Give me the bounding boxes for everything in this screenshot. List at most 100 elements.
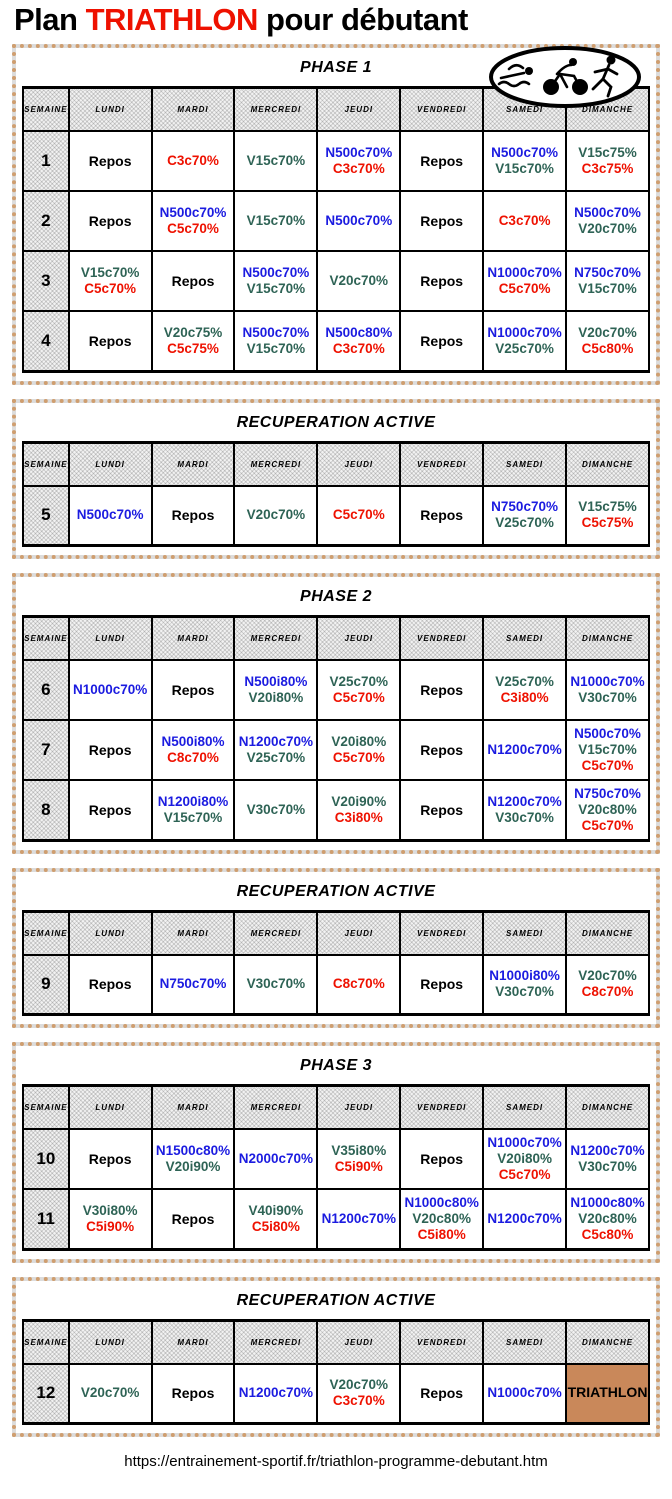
run-activity: C3i80% bbox=[500, 690, 549, 705]
bike-activity: V30c70% bbox=[578, 690, 637, 705]
header-row: SEMAINE LUNDI MARDI MERCREDI JEUDI VENDREDI SA… bbox=[22, 86, 650, 132]
bike-activity: V30c70% bbox=[246, 976, 306, 992]
day-cell-mardi: N500c70% C5c70% bbox=[150, 190, 236, 252]
run-activity: C8c70% bbox=[332, 976, 385, 992]
source-url[interactable]: https://entrainement-sportif.fr/triathlo… bbox=[124, 1453, 548, 1470]
bike-activity: V20i90% bbox=[331, 793, 387, 809]
swim-activity: N1000c70% bbox=[487, 1135, 562, 1150]
swim-activity: N1200c70% bbox=[238, 734, 314, 749]
day-cell-vendredi: Repos bbox=[399, 484, 485, 547]
week-number: 7 bbox=[22, 719, 70, 781]
week-number: 11 bbox=[22, 1188, 70, 1251]
section-title: PHASE 3 bbox=[300, 1057, 372, 1074]
run-activity: C5c70% bbox=[332, 750, 385, 765]
day-cell-samedi: N1000c70% V25c70% bbox=[482, 310, 568, 373]
section-phase-1-1: PHASE 1 SEMAINE LUNDI MARDI MERCREDI JEUDI VEN… bbox=[12, 44, 660, 385]
day-cell-vendredi: Repos bbox=[399, 659, 485, 721]
week-number: 9 bbox=[22, 953, 70, 1016]
column-header-semaine: SEMAINE bbox=[22, 440, 70, 487]
bike-activity: V20c80% bbox=[578, 1210, 637, 1226]
bike-activity: V15c75% bbox=[578, 499, 637, 515]
week-number: 8 bbox=[22, 779, 70, 842]
run-activity: C5c70% bbox=[581, 758, 634, 773]
run-activity: C3i80% bbox=[334, 809, 383, 825]
run-activity: C5c70% bbox=[581, 817, 634, 833]
run-activity: C5i90% bbox=[334, 1159, 383, 1174]
bike-activity: V15c70% bbox=[578, 281, 637, 296]
swim-activity: N500c70% bbox=[159, 205, 227, 220]
day-cell-lundi: Repos bbox=[67, 779, 153, 842]
swim-activity: N500c70% bbox=[76, 507, 144, 523]
swim-activity: N2000c70% bbox=[238, 1151, 314, 1166]
rest-label: Repos bbox=[171, 507, 215, 524]
bike-activity: V15c70% bbox=[578, 742, 637, 757]
day-cell-mardi: N750c70% bbox=[150, 953, 236, 1016]
day-cell-samedi: V25c70% C3i80% bbox=[482, 659, 568, 721]
day-cell-dimanche: V15c75% C3c75% bbox=[565, 130, 650, 192]
column-header-samedi: SAMEDI bbox=[482, 909, 568, 956]
week-row-4: 4 Repos V20c75% C5c75% N500c70% V15c70% N500c8… bbox=[22, 310, 650, 373]
day-cell-vendredi: Repos bbox=[399, 719, 485, 781]
run-activity: C3c70% bbox=[332, 161, 385, 176]
bike-activity: V20c80% bbox=[578, 801, 637, 817]
column-header-vendredi: VENDREDI bbox=[399, 1318, 485, 1365]
swim-activity: N500c70% bbox=[574, 205, 641, 220]
bike-activity: V20i80% bbox=[331, 734, 387, 749]
footer: https://entrainement-sportif.fr/triathlo… bbox=[0, 1453, 672, 1470]
day-cell-jeudi: V20i80% C5c70% bbox=[316, 719, 402, 781]
column-header-samedi: SAMEDI bbox=[482, 1084, 568, 1130]
swim-activity: N1000c80% bbox=[404, 1194, 479, 1210]
section-phase-2-3: PHASE 2 SEMAINE LUNDI MARDI MERCREDI JEUDI VEN… bbox=[12, 573, 660, 854]
page-title-part2: pour débutant bbox=[257, 2, 468, 37]
column-header-lundi: LUNDI bbox=[67, 615, 153, 661]
section-recuperation-active-6: RECUPERATION ACTIVE SEMAINE LUNDI MARDI MERC… bbox=[12, 1276, 660, 1437]
rest-label: Repos bbox=[420, 332, 464, 349]
run-activity: C8c70% bbox=[581, 984, 634, 1000]
swim-activity: N500c70% bbox=[242, 324, 310, 340]
column-header-semaine: SEMAINE bbox=[22, 615, 70, 661]
bike-activity: V15c75% bbox=[578, 145, 637, 160]
column-header-jeudi: JEUDI bbox=[316, 909, 402, 956]
header-row: SEMAINE LUNDI MARDI MERCREDI JEUDI VENDREDI SA… bbox=[22, 1318, 650, 1365]
rest-label: Repos bbox=[420, 153, 464, 169]
swim-activity: N500c80% bbox=[325, 324, 393, 340]
day-cell-mercredi: N500i80% V20i80% bbox=[233, 659, 319, 721]
column-header-semaine: SEMAINE bbox=[22, 1318, 70, 1365]
rest-label: Repos bbox=[171, 1385, 215, 1402]
bike-activity: V20c70% bbox=[578, 968, 637, 984]
day-cell-mercredi: V30c70% bbox=[233, 779, 319, 842]
week-row-5: 5 N500c70% Repos V20c70% C5c70% Repos N750c70%… bbox=[22, 484, 650, 547]
run-activity: C5c70% bbox=[332, 507, 385, 523]
column-header-jeudi: JEUDI bbox=[316, 86, 402, 132]
column-header-dimanche: DIMANCHE bbox=[565, 1318, 650, 1365]
column-header-mardi: MARDI bbox=[150, 1318, 236, 1365]
column-header-jeudi: JEUDI bbox=[316, 1084, 402, 1130]
swim-activity: N500c70% bbox=[325, 213, 393, 228]
plan-table: SEMAINE LUNDI MARDI MERCREDI JEUDI VENDREDI SA… bbox=[22, 440, 650, 547]
column-header-samedi: SAMEDI bbox=[482, 1318, 568, 1365]
run-activity: C3c70% bbox=[167, 153, 219, 168]
day-cell-lundi: V30i80% C5i90% bbox=[67, 1188, 153, 1251]
swim-activity: N1000c70% bbox=[487, 324, 562, 340]
week-number: 1 bbox=[22, 130, 70, 192]
column-header-vendredi: VENDREDI bbox=[399, 86, 485, 132]
bike-activity: V15c70% bbox=[163, 809, 223, 825]
swim-activity: N500i80% bbox=[161, 734, 225, 749]
swim-activity: N500c70% bbox=[325, 145, 393, 160]
column-header-lundi: LUNDI bbox=[67, 1084, 153, 1130]
day-cell-lundi: Repos bbox=[67, 190, 153, 252]
column-header-mardi: MARDI bbox=[150, 1084, 236, 1130]
plan-table: SEMAINE LUNDI MARDI MERCREDI JEUDI VENDREDI SA… bbox=[22, 1318, 650, 1425]
swim-activity: N500c70% bbox=[491, 145, 558, 160]
day-cell-mardi: Repos bbox=[150, 484, 236, 547]
section-title: PHASE 2 bbox=[300, 588, 372, 605]
swim-activity: N1000c70% bbox=[487, 265, 562, 280]
bike-activity: V20i80% bbox=[248, 690, 304, 705]
run-activity: C5c70% bbox=[498, 1167, 551, 1182]
runner-icon bbox=[591, 55, 619, 98]
bike-activity: V20i80% bbox=[497, 1151, 552, 1166]
run-activity: C5i90% bbox=[86, 1218, 135, 1234]
bike-activity: V35i80% bbox=[331, 1143, 387, 1158]
week-number: 12 bbox=[22, 1362, 70, 1425]
run-activity: C3c70% bbox=[332, 340, 385, 356]
